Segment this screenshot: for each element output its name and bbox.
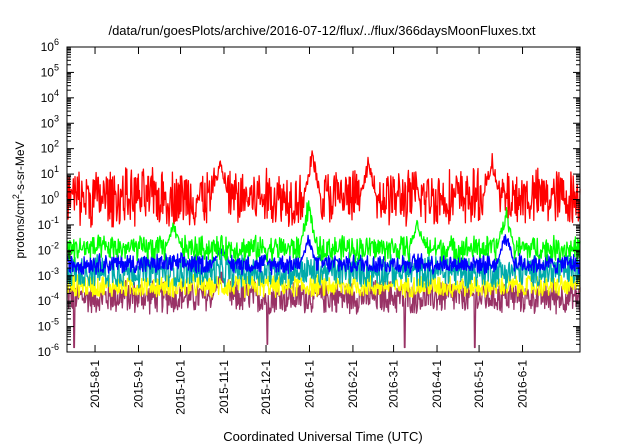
ticks-layer: 10-6 10-5 10-4 10-3 10-2 10-1 100 101 102 103 104 1… — [38, 37, 580, 415]
y-tick-label-0: 10-6 — [38, 342, 59, 359]
y-axis-label-sup: 2 — [11, 194, 21, 199]
x-tick-label-7: 2016-3-1 — [387, 360, 401, 408]
x-tick-label-4: 2015-12-1 — [259, 360, 273, 415]
series-line-3 — [66, 234, 581, 276]
y-tick-label-2: 10-4 — [38, 291, 59, 308]
y-tick-label-1: 10-5 — [38, 317, 59, 334]
y-tick-label-10: 104 — [41, 88, 59, 105]
y-axis-label-post: -s-sr-MeV — [13, 141, 27, 194]
y-tick-label-11: 105 — [41, 62, 59, 79]
x-tick-label-6: 2016-2-1 — [346, 360, 360, 408]
series-layer — [66, 150, 581, 349]
y-tick-label-7: 101 — [41, 164, 59, 181]
series-line-4 — [66, 200, 581, 263]
y-tick-label-12: 106 — [41, 37, 59, 54]
x-tick-label-1: 2015-9-1 — [131, 360, 145, 408]
y-tick-label-3: 10-3 — [38, 266, 59, 283]
y-axis-label: protons/cm2-s-sr-MeV — [11, 141, 27, 258]
y-tick-label-6: 100 — [41, 190, 59, 207]
x-tick-label-10: 2016-6-1 — [516, 360, 530, 408]
y-tick-label-8: 102 — [41, 139, 59, 156]
x-tick-label-2: 2015-10-1 — [174, 360, 188, 415]
y-tick-label-9: 103 — [41, 113, 59, 130]
series-line-0 — [66, 271, 581, 349]
x-tick-label-9: 2016-5-1 — [472, 360, 486, 408]
x-tick-label-3: 2015-11-1 — [217, 360, 231, 414]
x-tick-label-8: 2016-4-1 — [430, 360, 444, 408]
y-axis-label-pre: protons/cm — [13, 199, 27, 258]
series-line-5 — [66, 150, 581, 228]
x-tick-label-5: 2016-1-1 — [302, 360, 316, 408]
chart-title: /data/run/goesPlots/archive/2016-07-12/f… — [108, 23, 535, 38]
y-tick-label-5: 10-1 — [38, 215, 59, 232]
x-tick-label-0: 2015-8-1 — [88, 360, 102, 408]
y-tick-label-4: 10-2 — [38, 240, 59, 257]
x-axis-label: Coordinated Universal Time (UTC) — [223, 429, 422, 444]
